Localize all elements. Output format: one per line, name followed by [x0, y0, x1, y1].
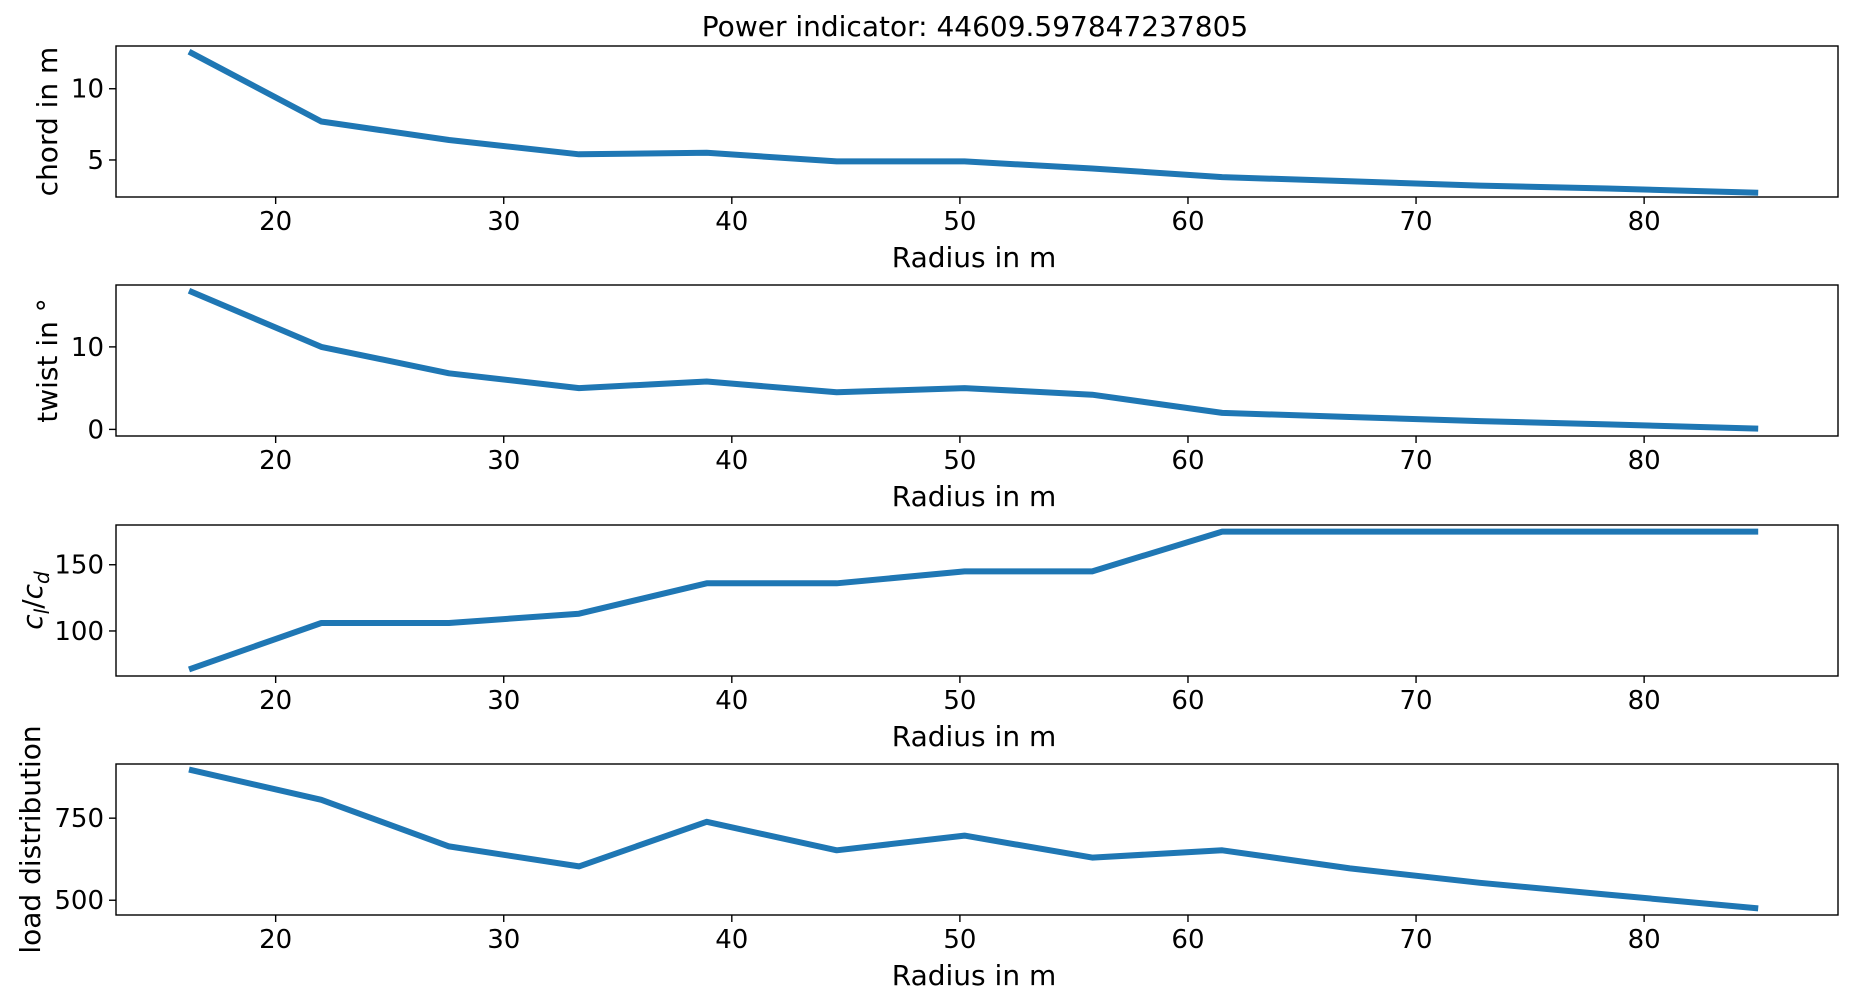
x-tick-label: 40 — [715, 686, 748, 716]
x-tick-label: 30 — [487, 925, 520, 955]
x-tick-label: 70 — [1400, 207, 1433, 237]
x-tick-label: 40 — [715, 446, 748, 476]
y-tick-label: 0 — [87, 415, 104, 445]
y-tick-label: 500 — [54, 886, 104, 916]
axes-frame — [115, 763, 1839, 916]
y-axis-label: cl/cd — [16, 571, 54, 630]
y-tick-label: 100 — [54, 617, 104, 647]
x-tick-label: 30 — [487, 207, 520, 237]
x-tick-label: 80 — [1628, 686, 1661, 716]
x-axis-label: Radius in m — [892, 959, 1057, 992]
series-line — [188, 528, 1759, 673]
y-tick-label: 10 — [71, 333, 104, 363]
x-tick-label: 80 — [1628, 207, 1661, 237]
x-tick-label: 70 — [1400, 925, 1433, 955]
x-tick-label: 80 — [1628, 446, 1661, 476]
x-axis-label: Radius in m — [892, 480, 1057, 513]
subplot-3: 20 30 40 50 60 70 80 100 150 Radius in m cl/cd — [16, 524, 1839, 753]
x-tick-label: 30 — [487, 686, 520, 716]
subplot-2: 20 30 40 50 60 70 80 0 10 Radius in m twist in ° — [31, 284, 1839, 513]
x-tick-label: 50 — [943, 207, 976, 237]
x-tick-label: 60 — [1171, 446, 1204, 476]
x-tick-label: 60 — [1171, 207, 1204, 237]
x-tick-label: 80 — [1628, 925, 1661, 955]
x-axis-label: Radius in m — [892, 241, 1057, 274]
figure-title: Power indicator: 44609.597847237805 — [702, 10, 1248, 43]
x-tick-label: 20 — [259, 207, 292, 237]
x-tick-label: 70 — [1400, 686, 1433, 716]
axes-frame — [115, 284, 1839, 437]
x-tick-label: 60 — [1171, 686, 1204, 716]
x-tick-label: 40 — [715, 925, 748, 955]
y-axis-label: chord in m — [31, 47, 64, 197]
series-line — [188, 766, 1759, 912]
x-tick-label: 50 — [943, 925, 976, 955]
y-tick-label: 750 — [54, 804, 104, 834]
series-line — [187, 49, 1759, 196]
x-tick-label: 20 — [259, 925, 292, 955]
x-tick-label: 20 — [259, 686, 292, 716]
y-tick-label: 5 — [87, 146, 104, 176]
x-tick-label: 50 — [943, 686, 976, 716]
subplot-1: 20 30 40 50 60 70 80 5 10 Radius in m chord in m — [31, 45, 1839, 274]
axes-frame — [115, 45, 1839, 198]
x-tick-label: 70 — [1400, 446, 1433, 476]
x-axis-label: Radius in m — [892, 720, 1057, 753]
axes-frame — [115, 524, 1839, 677]
series-line — [187, 288, 1759, 432]
x-tick-label: 60 — [1171, 925, 1204, 955]
x-tick-label: 20 — [259, 446, 292, 476]
x-tick-label: 30 — [487, 446, 520, 476]
y-axis-label: load distribution — [14, 725, 47, 953]
y-axis-label: twist in ° — [31, 298, 64, 423]
y-tick-label: 150 — [54, 551, 104, 581]
x-tick-label: 50 — [943, 446, 976, 476]
y-tick-label: 10 — [71, 75, 104, 105]
x-tick-label: 40 — [715, 207, 748, 237]
subplot-4: 20 30 40 50 60 70 80 500 750 Radius in m load dist… — [14, 725, 1839, 992]
